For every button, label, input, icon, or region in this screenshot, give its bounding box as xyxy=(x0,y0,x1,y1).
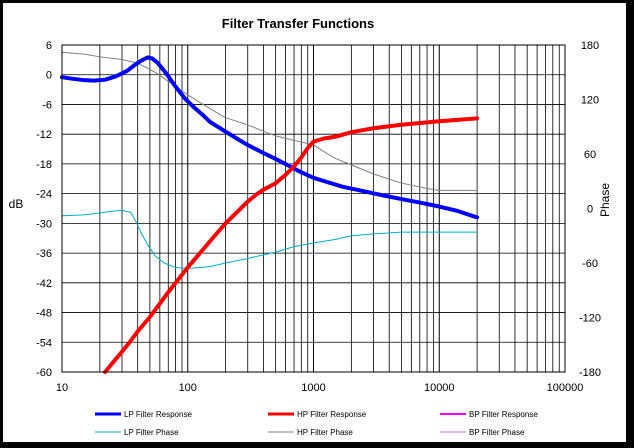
x-tick-label: 100 xyxy=(179,382,197,394)
y-tick-left-label: -24 xyxy=(36,189,52,201)
y-tick-left-label: -6 xyxy=(42,99,52,111)
x-tick-label: 10 xyxy=(56,382,68,394)
series-line-3 xyxy=(61,209,478,269)
y-tick-right-label: -180 xyxy=(579,367,601,379)
y-tick-right-label: 120 xyxy=(581,95,599,107)
x-tick-label: 1000 xyxy=(301,382,325,394)
y-tick-left-label: -60 xyxy=(36,367,52,379)
series-line-0 xyxy=(60,55,480,220)
y-tick-right-label: 60 xyxy=(584,149,596,161)
x-tick-label: 10000 xyxy=(424,382,455,394)
y-tick-left-label: -48 xyxy=(36,308,52,320)
grid xyxy=(61,44,565,373)
y-tick-left-label: -12 xyxy=(36,129,52,141)
legend-label: LP Filter Phase xyxy=(124,428,179,437)
y-axis-right-label: Phase xyxy=(598,183,612,217)
legend: LP Filter Response HP Filter Response BP F… xyxy=(95,410,538,437)
legend-label: LP Filter Response xyxy=(124,410,192,419)
x-tick-label: 100000 xyxy=(547,382,584,394)
y-tick-left-label: -42 xyxy=(36,278,52,290)
series-line-1 xyxy=(103,116,480,374)
plot-border xyxy=(61,44,566,373)
y-tick-left-label: -36 xyxy=(36,248,52,260)
y-tick-left-label: 6 xyxy=(46,40,52,52)
legend-label: BP Filter Phase xyxy=(469,428,525,437)
y-tick-left-label: 0 xyxy=(46,70,52,82)
y-tick-right-label: -120 xyxy=(579,313,601,325)
y-tick-right-label: 180 xyxy=(581,40,599,52)
chart-title: Filter Transfer Functions xyxy=(222,16,374,31)
y-axis-left-label: dB xyxy=(9,197,24,211)
y-tick-right-label: -60 xyxy=(582,258,598,270)
y-tick-left-label: -18 xyxy=(36,159,52,171)
y-tick-right-label: 0 xyxy=(587,204,593,216)
legend-label: BP Filter Response xyxy=(469,410,538,419)
series-layer xyxy=(60,51,480,374)
legend-label: HP Filter Phase xyxy=(297,428,353,437)
tick-labels: 10 100 1000 10000 10000060-6-12-18-24-30-36-… xyxy=(36,40,601,394)
y-tick-left-label: -30 xyxy=(36,218,52,230)
y-tick-left-label: -54 xyxy=(36,337,52,349)
legend-label: HP Filter Response xyxy=(297,410,367,419)
